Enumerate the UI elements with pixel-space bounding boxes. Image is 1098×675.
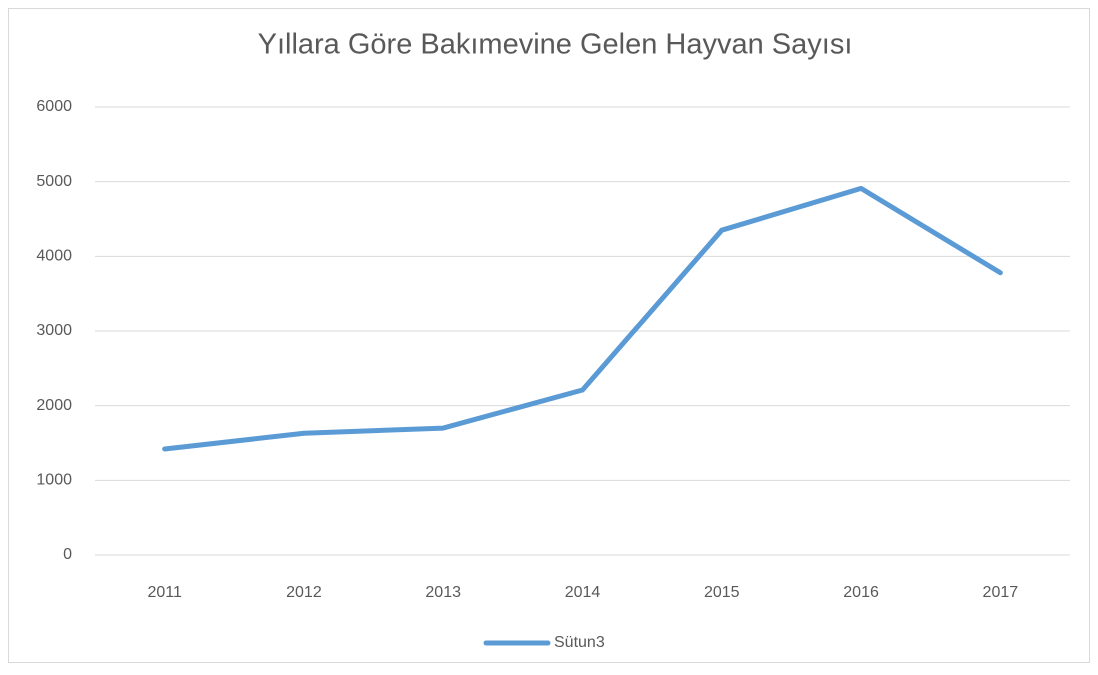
x-tick-label: 2016 bbox=[843, 584, 879, 601]
chart-title: Yıllara Göre Bakımevine Gelen Hayvan Say… bbox=[258, 29, 853, 61]
y-tick-label: 1000 bbox=[36, 472, 72, 489]
y-tick-label: 3000 bbox=[36, 322, 72, 339]
x-tick-label: 2011 bbox=[147, 584, 182, 601]
x-tick-label: 2017 bbox=[983, 584, 1019, 601]
x-tick-label: 2014 bbox=[565, 584, 601, 601]
data-line bbox=[162, 185, 1003, 452]
y-tick-label: 0 bbox=[63, 546, 72, 563]
y-tick-label: 6000 bbox=[36, 98, 72, 115]
y-tick-label: 2000 bbox=[36, 397, 72, 414]
x-tick-label: 2012 bbox=[286, 584, 322, 601]
y-tick-label: 5000 bbox=[36, 173, 72, 190]
y-tick-label: 4000 bbox=[36, 248, 72, 265]
chart-border bbox=[8, 8, 1090, 663]
legend-label: Sütun3 bbox=[554, 634, 605, 651]
x-tick-label: 2015 bbox=[704, 584, 740, 601]
x-tick-label: 2013 bbox=[425, 584, 461, 601]
